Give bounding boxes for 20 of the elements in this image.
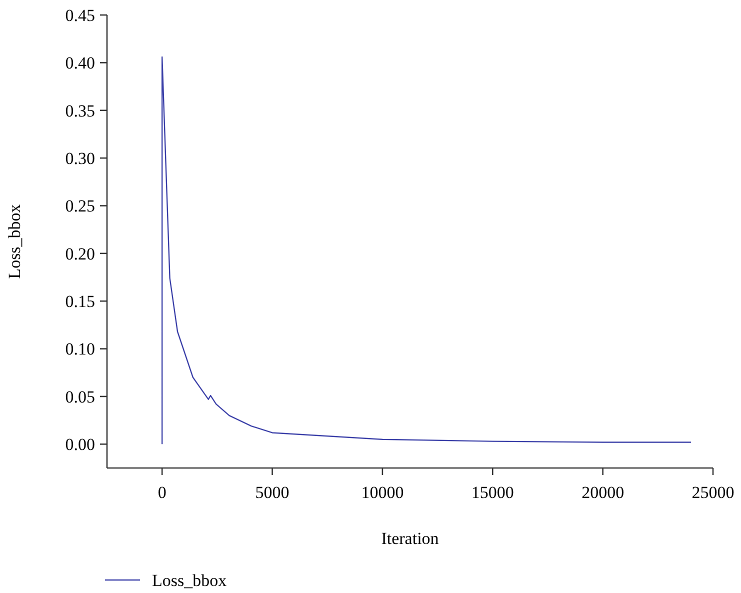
y-tick-label: 0.35 xyxy=(65,101,95,120)
y-axis-title: Loss_bbox xyxy=(5,204,24,279)
x-tick-label: 15000 xyxy=(471,483,514,502)
y-tick-label: 0.25 xyxy=(65,196,95,216)
y-tick-label: 0.20 xyxy=(65,244,95,264)
y-tick-label: 0.40 xyxy=(65,54,95,73)
y-tick-label: 0.10 xyxy=(65,340,95,359)
x-tick-label: 10000 xyxy=(361,483,404,502)
x-tick-label: 20000 xyxy=(582,483,624,502)
y-tick-label: 0.05 xyxy=(65,387,95,406)
y-tick-label: 0.15 xyxy=(65,292,95,312)
legend-label: Loss_bbox xyxy=(152,570,228,590)
line-series xyxy=(161,56,692,445)
x-tick-label: 0 xyxy=(158,483,166,502)
y-tick-label: 0.30 xyxy=(65,149,95,168)
x-tick-label: 5000 xyxy=(255,483,290,502)
y-tick-label: 0.00 xyxy=(65,435,95,454)
x-axis-title: Iteration xyxy=(381,529,440,548)
y-tick-label: 0.45 xyxy=(65,6,95,25)
x-tick-label: 25000 xyxy=(692,483,734,502)
